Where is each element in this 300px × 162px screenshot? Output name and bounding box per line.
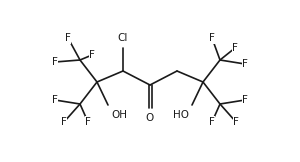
Text: F: F [52,95,58,105]
Text: Cl: Cl [118,33,128,43]
Text: HO: HO [173,110,189,120]
Text: F: F [65,33,71,43]
Text: F: F [61,117,67,127]
Text: F: F [233,117,239,127]
Text: F: F [209,33,215,43]
Text: O: O [146,113,154,123]
Text: F: F [52,57,58,67]
Text: F: F [89,50,95,60]
Text: F: F [209,117,215,127]
Text: F: F [242,95,248,105]
Text: F: F [85,117,91,127]
Text: F: F [232,43,238,53]
Text: F: F [242,59,248,69]
Text: OH: OH [111,110,127,120]
